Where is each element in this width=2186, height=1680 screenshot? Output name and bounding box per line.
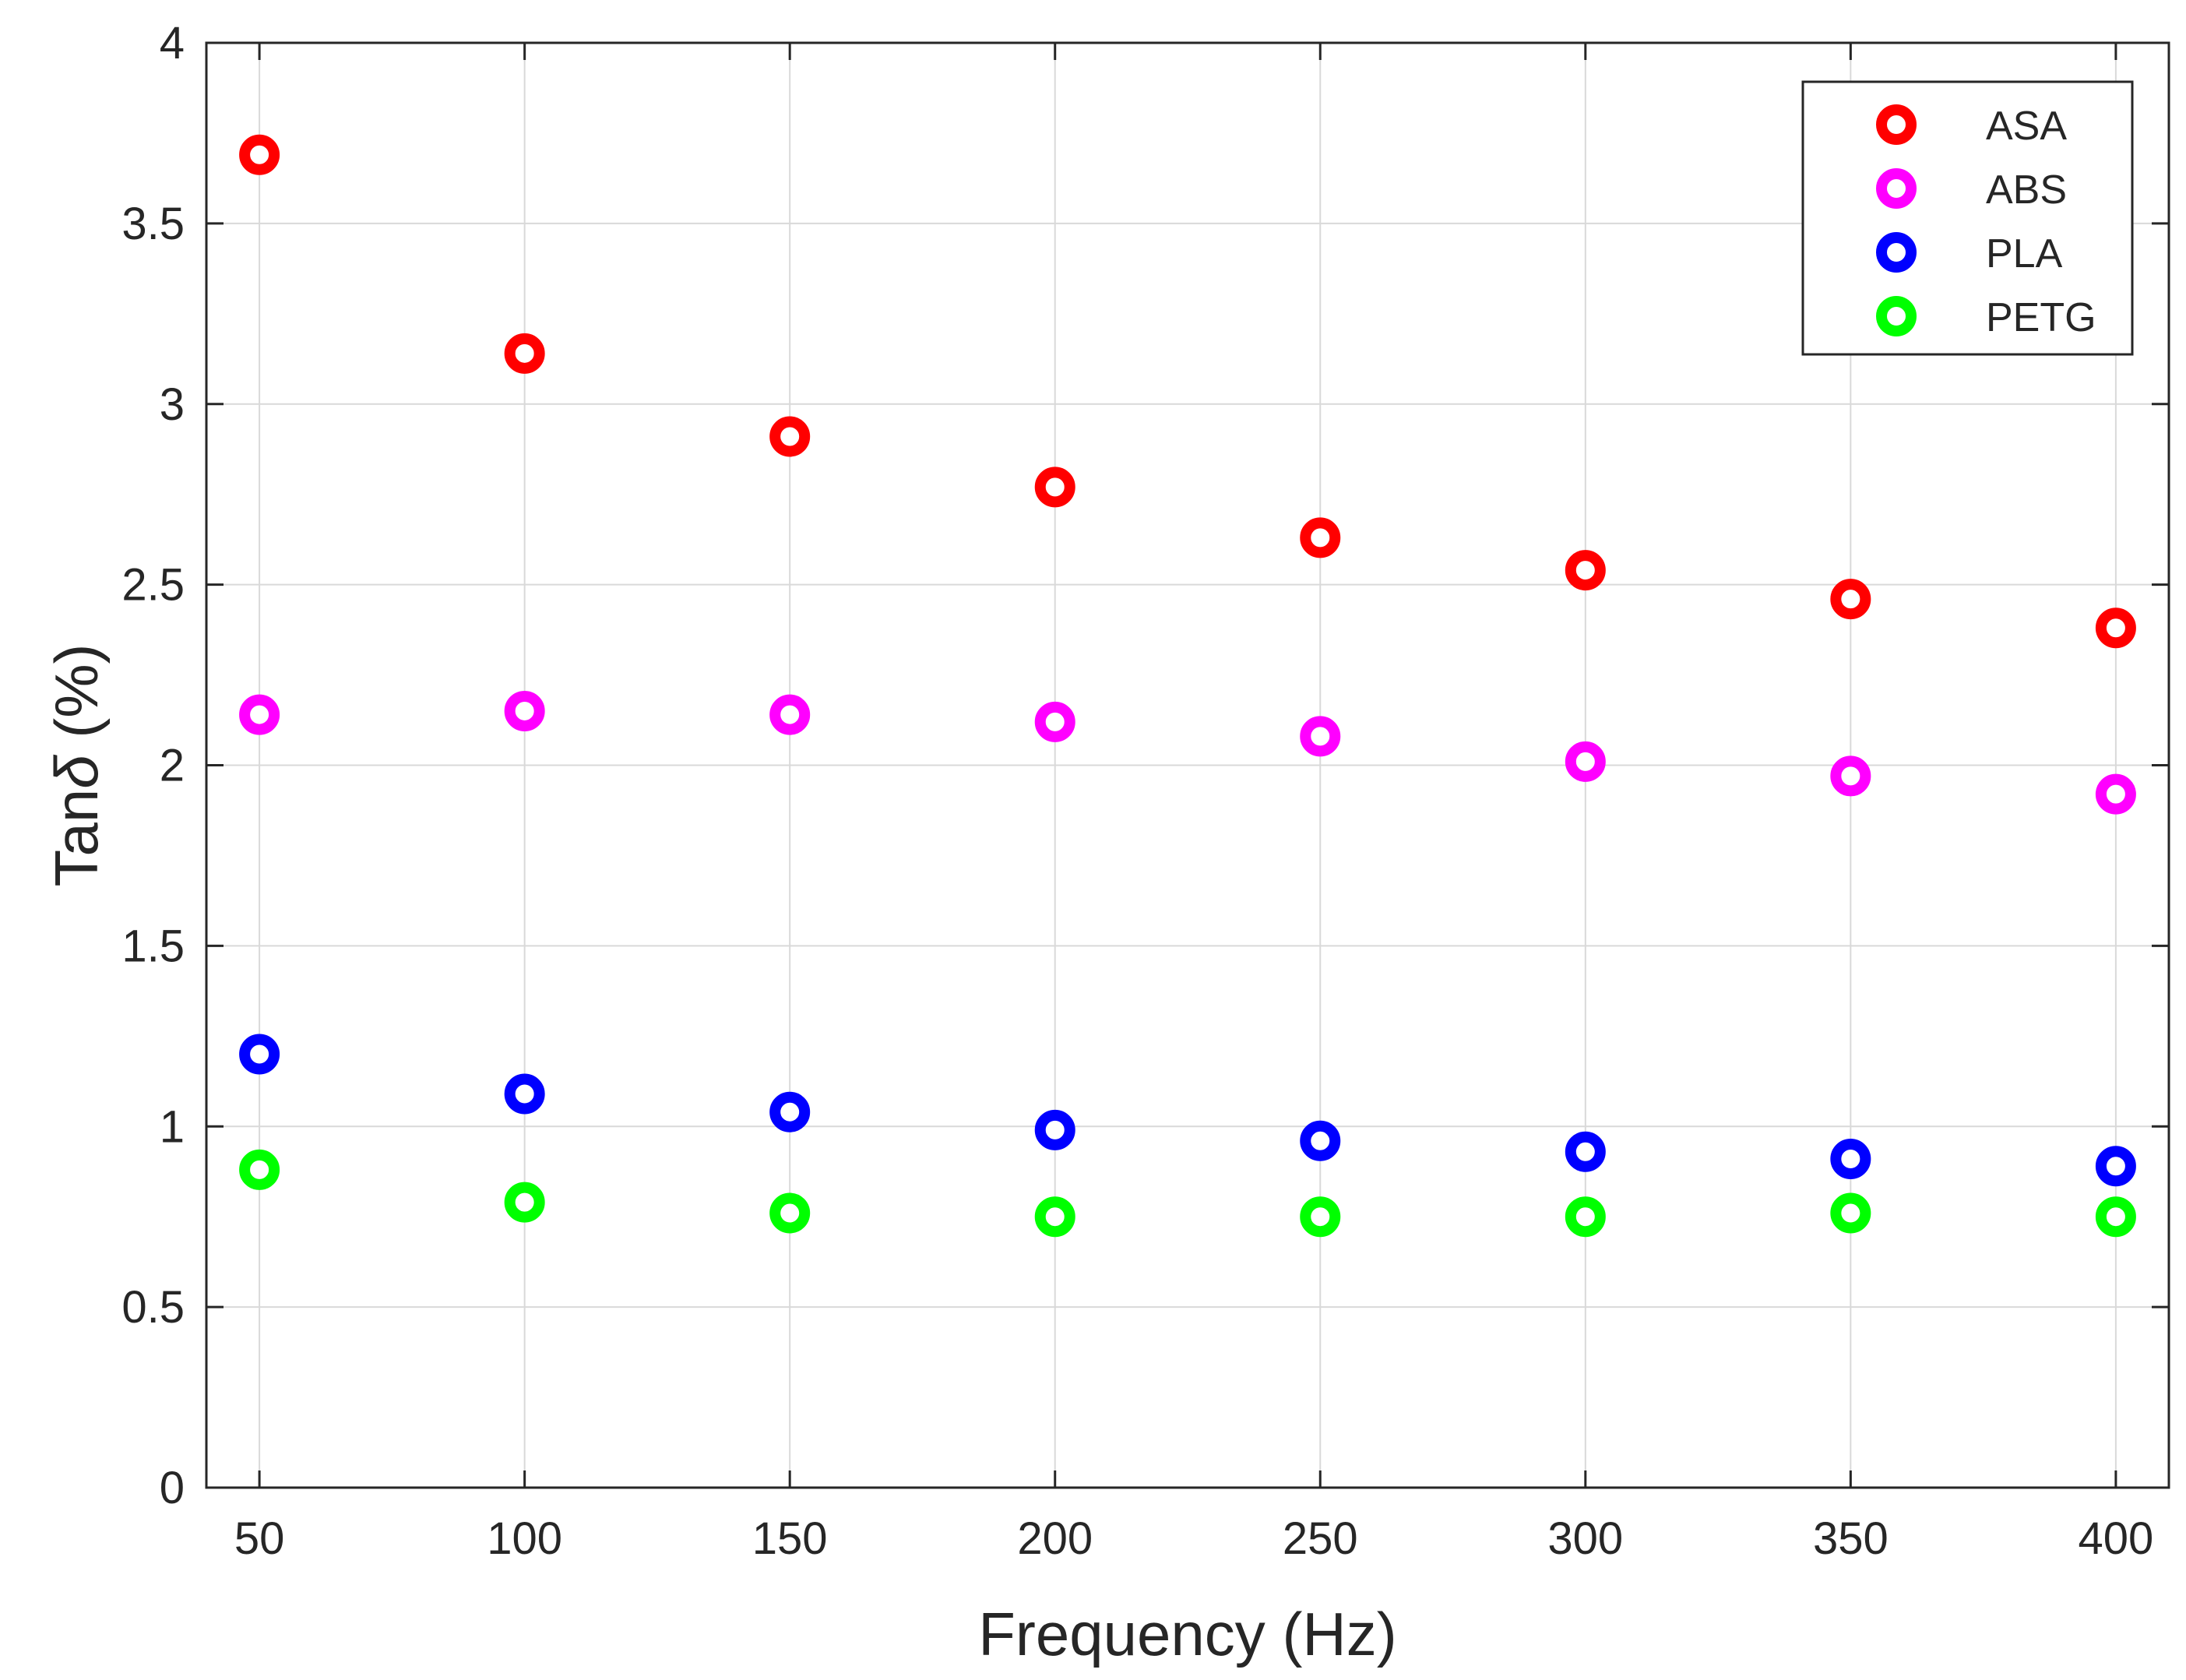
legend-label-asa: ASA <box>1986 104 2067 149</box>
data-point-asa <box>1300 517 1341 558</box>
data-point-asa <box>239 134 280 175</box>
data-point-pla <box>1300 1120 1341 1161</box>
legend-marker-asa <box>1876 104 1917 145</box>
x-axis-ticks: 50 100 150 200 250 300 350 400 <box>234 43 2153 1564</box>
y-axis-ticks: 0 0.5 1 1.5 2 2.5 3 3.5 4 <box>121 18 2169 1513</box>
data-point-petg <box>769 1192 811 1234</box>
y-tick-label: 0 <box>160 1463 185 1513</box>
x-tick-label: 50 <box>234 1513 285 1564</box>
data-point-asa <box>1034 467 1075 508</box>
x-tick-label: 350 <box>1813 1513 1889 1564</box>
y-tick-label: 2 <box>160 741 185 791</box>
y-axis-title-prefix: Tan <box>42 789 111 887</box>
legend-marker-pla <box>1876 232 1917 273</box>
data-point-petg <box>1300 1196 1341 1238</box>
data-point-pla <box>1830 1138 1871 1179</box>
series-petg <box>239 1149 2136 1238</box>
data-point-asa <box>2095 608 2136 649</box>
legend-label-abs: ABS <box>1986 167 2067 213</box>
x-tick-label: 150 <box>752 1513 828 1564</box>
data-point-abs <box>769 694 811 735</box>
data-point-abs <box>504 690 545 731</box>
x-tick-label: 250 <box>1283 1513 1358 1564</box>
data-point-pla <box>504 1073 545 1115</box>
x-tick-label: 400 <box>2079 1513 2154 1564</box>
series-abs <box>239 690 2136 815</box>
y-tick-label: 0.5 <box>121 1282 185 1333</box>
data-point-abs <box>2095 773 2136 815</box>
data-point-asa <box>1830 579 1871 620</box>
data-point-pla <box>1565 1131 1606 1172</box>
data-point-petg <box>2095 1196 2136 1238</box>
data-point-abs <box>1300 716 1341 757</box>
legend-box <box>1801 80 2134 356</box>
y-tick-label: 3 <box>160 379 185 430</box>
data-point-abs <box>1565 741 1606 782</box>
data-point-pla <box>239 1034 280 1075</box>
legend-marker-abs <box>1876 168 1917 209</box>
series-asa <box>239 134 2136 649</box>
x-tick-label: 200 <box>1017 1513 1093 1564</box>
data-point-abs <box>239 694 280 735</box>
legend-label-petg: PETG <box>1986 295 2096 340</box>
y-tick-label: 1.5 <box>121 921 185 971</box>
y-tick-label: 2.5 <box>121 560 185 611</box>
data-point-abs <box>1034 701 1075 742</box>
data-point-pla <box>769 1091 811 1132</box>
data-point-petg <box>239 1149 280 1190</box>
y-tick-label: 4 <box>160 18 185 69</box>
data-point-asa <box>504 333 545 374</box>
data-point-petg <box>504 1182 545 1223</box>
legend-marker-petg <box>1876 296 1917 336</box>
series-pla <box>239 1034 2136 1187</box>
data-point-petg <box>1034 1196 1075 1238</box>
legend: ASA ABS PLA PETG <box>1801 80 2134 356</box>
y-axis-title-suffix: (%) <box>42 643 111 755</box>
x-axis-title: Frequency (Hz) <box>978 1600 1396 1668</box>
data-point-pla <box>2095 1146 2136 1187</box>
y-axis-title: Tanδ (%) <box>42 643 111 886</box>
data-points <box>239 134 2136 1238</box>
x-tick-label: 300 <box>1547 1513 1623 1564</box>
data-point-pla <box>1034 1109 1075 1150</box>
data-point-asa <box>769 416 811 457</box>
legend-label-pla: PLA <box>1986 231 2063 276</box>
y-tick-label: 1 <box>160 1101 185 1152</box>
x-tick-label: 100 <box>487 1513 562 1564</box>
data-point-petg <box>1830 1192 1871 1234</box>
data-point-asa <box>1565 550 1606 591</box>
y-tick-label: 3.5 <box>121 199 185 249</box>
data-point-petg <box>1565 1196 1606 1238</box>
y-axis-title-symbol: δ <box>42 754 111 789</box>
data-point-abs <box>1830 755 1871 797</box>
